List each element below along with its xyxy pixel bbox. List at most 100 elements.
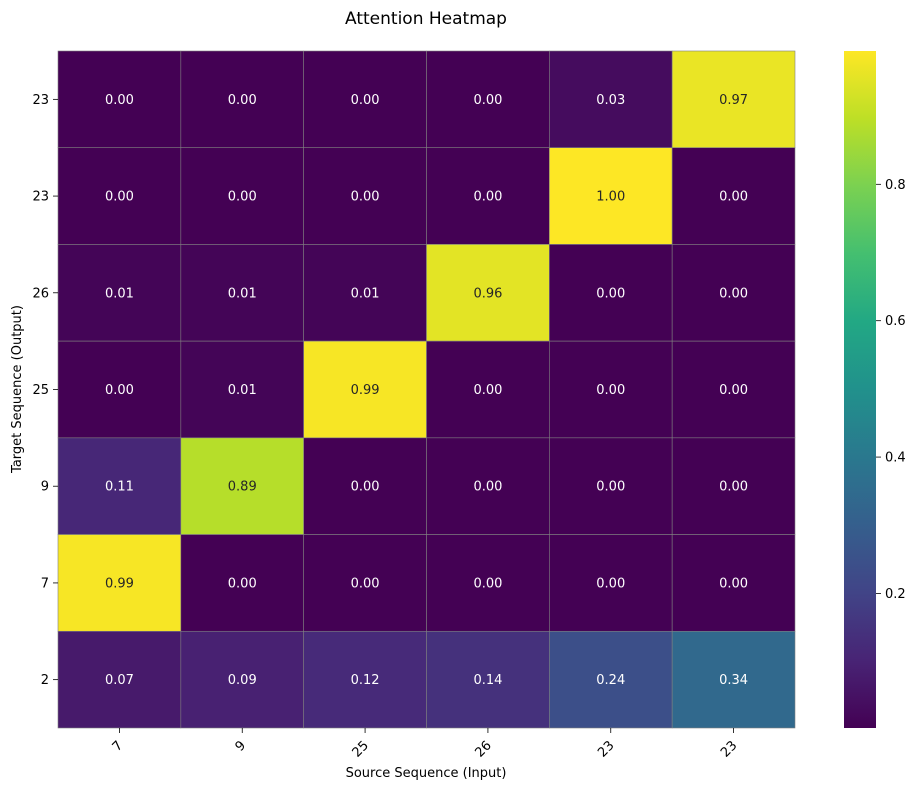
heatmap-cell-labels: 0.00 0.00 0.00 0.00 0.03 0.97 0.00 0.00 0.00 0.00…	[105, 93, 748, 688]
y-tick-label: 25	[32, 383, 49, 398]
cell-value-label: 0.00	[228, 93, 257, 108]
heatmap-cell	[549, 244, 673, 342]
heatmap-cell	[180, 437, 304, 535]
colorbar-tick-label: 0.8	[885, 178, 906, 193]
colorbar-tick-label: 0.4	[885, 451, 906, 466]
cell-value-label: 0.97	[719, 93, 748, 108]
heatmap-cell	[303, 630, 427, 729]
x-tick-label: 25	[350, 738, 372, 760]
heatmap-cell	[303, 244, 427, 342]
cell-value-label: 0.00	[473, 576, 502, 591]
cell-value-label: 0.00	[596, 576, 625, 591]
chart-title: Attention Heatmap	[345, 9, 507, 29]
heatmap-cell	[303, 437, 427, 535]
heatmap-cell	[671, 147, 796, 245]
y-axis-ticks: 23 23 26 25 9 7 2	[32, 93, 58, 688]
y-tick-label: 26	[32, 286, 49, 301]
cell-value-label: 0.00	[105, 93, 134, 108]
heatmap-cell	[180, 630, 304, 729]
heatmap-cell	[426, 534, 550, 632]
y-tick-label: 2	[41, 673, 49, 688]
heatmap-cell	[303, 50, 427, 149]
cell-value-label: 0.00	[719, 286, 748, 301]
heatmap-cell	[671, 50, 796, 149]
cell-value-label: 0.00	[719, 480, 748, 495]
x-tick-label: 26	[472, 738, 494, 760]
cell-value-label: 0.14	[473, 673, 502, 688]
heatmap-cell	[549, 50, 673, 149]
cell-value-label: 0.34	[719, 673, 748, 688]
cell-value-label: 0.00	[351, 190, 380, 205]
x-tick-label: 23	[595, 738, 617, 760]
cell-value-label: 0.00	[351, 93, 380, 108]
cell-value-label: 0.00	[596, 480, 625, 495]
heatmap-cell	[426, 50, 550, 149]
heatmap-cell	[57, 630, 182, 729]
heatmap-cell	[180, 50, 304, 149]
y-tick-label: 9	[41, 480, 49, 495]
y-tick-label: 7	[41, 576, 49, 591]
cell-value-label: 0.00	[596, 383, 625, 398]
cell-value-label: 0.07	[105, 673, 134, 688]
y-tick-label: 23	[32, 190, 49, 205]
colorbar-ticks: 0.2 0.4 0.6 0.8	[876, 178, 906, 602]
cell-value-label: 0.00	[719, 576, 748, 591]
heatmap-cell	[57, 534, 182, 632]
heatmap-cell	[180, 340, 304, 439]
heatmap-cell	[671, 630, 796, 729]
cell-value-label: 0.00	[596, 286, 625, 301]
heatmap-cell	[671, 534, 796, 632]
cell-value-label: 0.00	[228, 576, 257, 591]
x-tick-label: 9	[233, 738, 249, 754]
cell-value-label: 0.00	[105, 383, 134, 398]
cell-value-label: 0.00	[719, 190, 748, 205]
cell-value-label: 0.99	[351, 383, 380, 398]
heatmap-cell	[303, 340, 427, 439]
heatmap-cell	[426, 630, 550, 729]
cell-value-label: 0.11	[105, 480, 134, 495]
x-tick-label: 23	[718, 738, 740, 760]
heatmap-cell	[426, 147, 550, 245]
cell-value-label: 0.01	[228, 383, 257, 398]
heatmap-cell	[180, 244, 304, 342]
cell-value-label: 0.00	[473, 190, 502, 205]
cell-value-label: 0.01	[228, 286, 257, 301]
cell-value-label: 0.00	[719, 383, 748, 398]
colorbar-gradient	[844, 51, 876, 728]
cell-value-label: 0.09	[228, 673, 257, 688]
colorbar-tick-label: 0.2	[885, 587, 906, 602]
cell-value-label: 1.00	[596, 190, 625, 205]
y-axis-label: Target Sequence (Output)	[10, 305, 25, 474]
heatmap-cell	[549, 437, 673, 535]
heatmap-cell	[549, 534, 673, 632]
heatmap-cell	[671, 244, 796, 342]
heatmap-cell	[426, 437, 550, 535]
cell-value-label: 0.01	[105, 286, 134, 301]
colorbar: 0.2 0.4 0.6 0.8	[844, 51, 906, 728]
x-axis-ticks: 7 9 25 26 23 23	[110, 728, 740, 761]
heatmap-cell	[426, 244, 550, 342]
cell-value-label: 0.00	[473, 480, 502, 495]
heatmap-cell	[57, 50, 182, 149]
cell-value-label: 0.12	[351, 673, 380, 688]
cell-value-label: 0.00	[105, 190, 134, 205]
heatmap-cell	[549, 340, 673, 439]
cell-value-label: 0.00	[228, 190, 257, 205]
heatmap-cell	[180, 147, 304, 245]
heatmap-cell	[57, 340, 182, 439]
heatmap-cell	[426, 340, 550, 439]
heatmap-cell	[57, 147, 182, 245]
x-tick-label: 7	[110, 738, 126, 754]
heatmap-cell	[57, 244, 182, 342]
cell-value-label: 0.99	[105, 576, 134, 591]
cell-value-label: 0.96	[473, 286, 502, 301]
cell-value-label: 0.24	[596, 673, 625, 688]
colorbar-tick-label: 0.6	[885, 314, 906, 329]
cell-value-label: 0.00	[473, 383, 502, 398]
heatmap-cell	[671, 340, 796, 439]
heatmap-cell	[57, 437, 182, 535]
y-tick-label: 23	[32, 93, 49, 108]
cell-value-label: 0.03	[596, 93, 625, 108]
x-axis-label: Source Sequence (Input)	[346, 766, 507, 781]
